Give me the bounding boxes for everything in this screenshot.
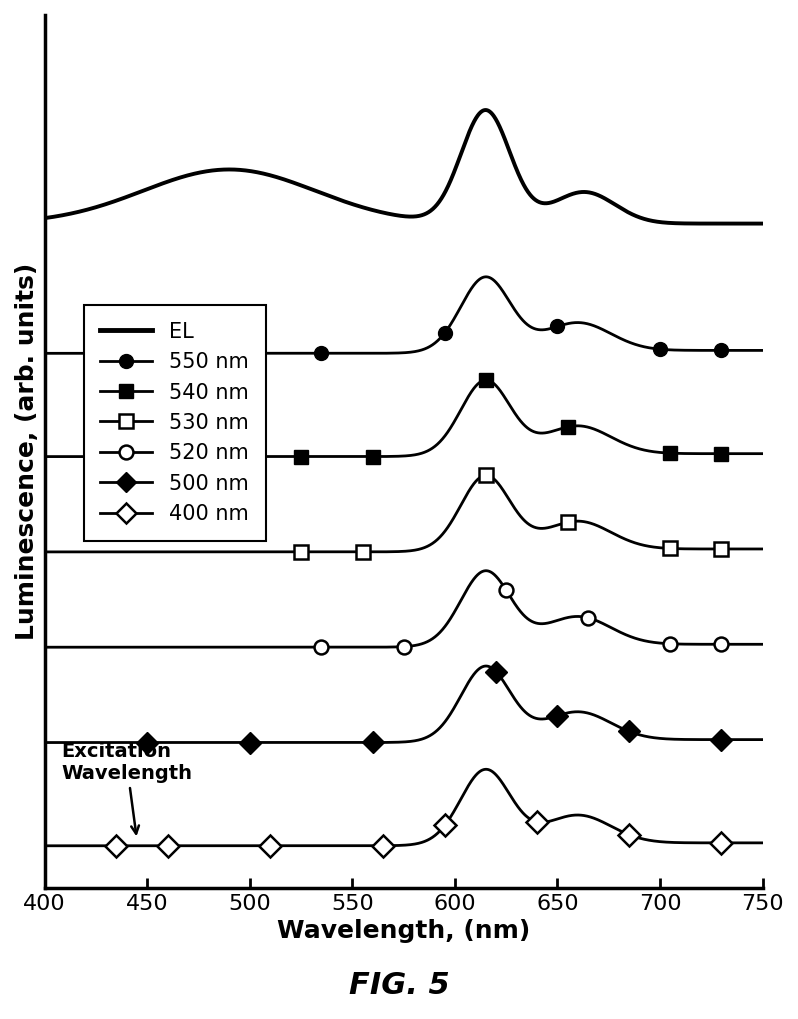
X-axis label: Wavelength, (nm): Wavelength, (nm)	[277, 919, 530, 943]
Text: FIG. 5: FIG. 5	[349, 970, 449, 1000]
Legend: EL, 550 nm, 540 nm, 530 nm, 520 nm, 500 nm, 400 nm: EL, 550 nm, 540 nm, 530 nm, 520 nm, 500 …	[84, 305, 265, 541]
Y-axis label: Luminescence, (arb. units): Luminescence, (arb. units)	[15, 263, 39, 640]
Text: Excitation
Wavelength: Excitation Wavelength	[61, 742, 192, 834]
